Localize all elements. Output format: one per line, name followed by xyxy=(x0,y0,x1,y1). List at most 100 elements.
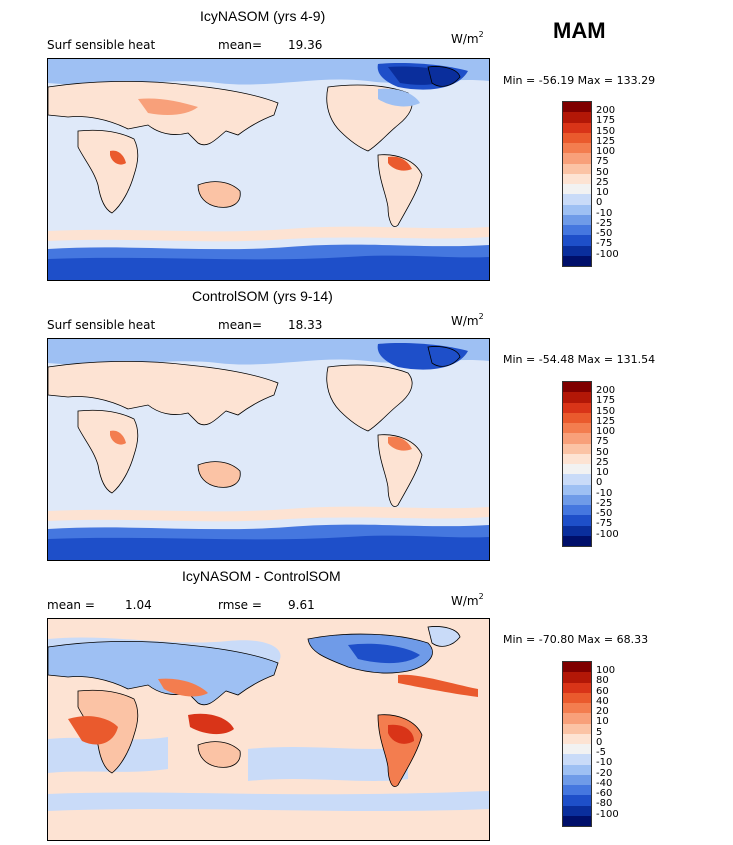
colorbar-tick-label: -80 xyxy=(596,798,613,810)
panel3-title: IcyNASOM - ControlSOM xyxy=(182,568,341,584)
panel3-mean-label: mean = xyxy=(47,598,95,612)
panel2-colorbar xyxy=(562,381,592,548)
panel1-field-label: Surf sensible heat xyxy=(47,38,156,52)
colorbar-swatch xyxy=(563,194,591,205)
colorbar-swatch xyxy=(563,423,591,434)
colorbar-swatch xyxy=(563,184,591,195)
panel1-colorbar-labels: 200 175 150 125 100 75 50 25 10 0 -10 -25 -50 -75 -100 xyxy=(596,105,619,260)
colorbar-swatch xyxy=(563,805,591,816)
colorbar-tick-label: -75 xyxy=(596,238,613,250)
colorbar-swatch xyxy=(563,754,591,765)
colorbar-tick-label: 50 xyxy=(596,446,609,458)
panel1-units: W/m2 xyxy=(451,30,484,46)
colorbar-tick-label: 75 xyxy=(596,436,609,448)
colorbar-tick-label: 150 xyxy=(596,405,616,417)
colorbar-swatch xyxy=(563,214,591,226)
colorbar-tick-label: -60 xyxy=(596,788,613,800)
colorbar-tick-label: -50 xyxy=(596,228,613,240)
panel2-units: W/m2 xyxy=(451,312,484,328)
colorbar-swatch xyxy=(563,153,591,164)
colorbar-tick-label: -40 xyxy=(596,777,613,789)
colorbar-tick-label: 100 xyxy=(596,426,616,438)
colorbar-tick-label: 25 xyxy=(596,456,609,468)
colorbar-tick-label: 20 xyxy=(596,706,609,718)
panel2-colorbar-labels: 200 175 150 125 100 75 50 25 10 0 -10 -25 -50 -75 -100 xyxy=(596,385,619,540)
colorbar-tick-label: 200 xyxy=(596,105,616,116)
colorbar-tick-label: -25 xyxy=(596,217,613,229)
colorbar-tick-label: 60 xyxy=(596,685,609,697)
panel3-map xyxy=(47,618,490,841)
colorbar-tick-label: -10 xyxy=(596,207,613,219)
colorbar-swatch xyxy=(563,173,591,185)
colorbar-tick-label: -75 xyxy=(596,518,613,530)
colorbar-swatch xyxy=(563,703,591,714)
colorbar-swatch xyxy=(563,785,591,796)
colorbar-swatch xyxy=(563,774,591,786)
colorbar-swatch xyxy=(563,713,591,724)
colorbar-swatch xyxy=(563,505,591,516)
colorbar-swatch xyxy=(563,672,591,683)
panel2-map xyxy=(47,338,490,561)
colorbar-swatch xyxy=(563,102,591,113)
colorbar-swatch xyxy=(563,132,591,144)
colorbar-tick-label: 10 xyxy=(596,187,609,199)
panel1-mean-value: 19.36 xyxy=(288,38,323,52)
colorbar-swatch xyxy=(563,402,591,413)
panel3-map-svg xyxy=(48,619,489,840)
colorbar-tick-label: 80 xyxy=(596,675,609,687)
colorbar-swatch xyxy=(563,662,591,673)
panel1-map-svg xyxy=(48,59,489,280)
colorbar-swatch xyxy=(563,382,591,393)
panel3-mean-value: 1.04 xyxy=(125,598,152,612)
colorbar-swatch xyxy=(563,494,591,506)
panel3-colorbar-labels: 100 80 60 40 20 10 5 0 -5 -10 -20 -40 -60 -80 -100 xyxy=(596,665,619,820)
colorbar-swatch xyxy=(563,692,591,704)
colorbar-tick-label: 100 xyxy=(596,665,616,676)
colorbar-swatch xyxy=(563,225,591,236)
colorbar-swatch xyxy=(563,515,591,526)
panel3-colorbar xyxy=(562,661,592,828)
colorbar-swatch xyxy=(563,535,591,547)
colorbar-tick-label: 10 xyxy=(596,467,609,479)
season-label: MAM xyxy=(553,18,606,43)
colorbar-tick-label: 75 xyxy=(596,156,609,168)
panel3-minmax: Min = -70.80 Max = 68.33 xyxy=(503,633,649,646)
colorbar-tick-label: -10 xyxy=(596,487,613,499)
colorbar-tick-label: 150 xyxy=(596,125,616,137)
colorbar-swatch xyxy=(563,484,591,495)
colorbar-tick-label: -100 xyxy=(596,248,619,260)
colorbar-swatch xyxy=(563,204,591,215)
panel2-field-label: Surf sensible heat xyxy=(47,318,156,332)
colorbar-swatch xyxy=(563,143,591,154)
colorbar-swatch xyxy=(563,255,591,267)
panel2-mean-value: 18.33 xyxy=(288,318,323,332)
colorbar-swatch xyxy=(563,235,591,246)
colorbar-swatch xyxy=(563,245,591,256)
colorbar-swatch xyxy=(563,412,591,424)
colorbar-swatch xyxy=(563,733,591,745)
panel2-title: ControlSOM (yrs 9-14) xyxy=(192,288,333,304)
colorbar-tick-label: -25 xyxy=(596,497,613,509)
colorbar-tick-label: -100 xyxy=(596,528,619,540)
colorbar-tick-label: 10 xyxy=(596,716,609,728)
panel2-map-svg xyxy=(48,339,489,560)
colorbar-swatch xyxy=(563,122,591,133)
colorbar-tick-label: 0 xyxy=(596,197,603,209)
panel2-minmax: Min = -54.48 Max = 131.54 xyxy=(503,353,656,366)
colorbar-swatch xyxy=(563,464,591,475)
colorbar-swatch xyxy=(563,433,591,444)
colorbar-tick-label: -100 xyxy=(596,808,619,820)
colorbar-tick-label: 175 xyxy=(596,115,616,127)
colorbar-tick-label: 50 xyxy=(596,166,609,178)
colorbar-swatch xyxy=(563,795,591,806)
panel3-rmse-label: rmse = xyxy=(218,598,262,612)
colorbar-swatch xyxy=(563,723,591,734)
colorbar-swatch xyxy=(563,112,591,123)
colorbar-swatch xyxy=(563,453,591,465)
panel2-mean-label: mean= xyxy=(218,318,263,332)
panel1-colorbar xyxy=(562,101,592,268)
colorbar-swatch xyxy=(563,744,591,755)
colorbar-swatch xyxy=(563,443,591,454)
panel3-units: W/m2 xyxy=(451,592,484,608)
colorbar-tick-label: -10 xyxy=(596,757,613,769)
